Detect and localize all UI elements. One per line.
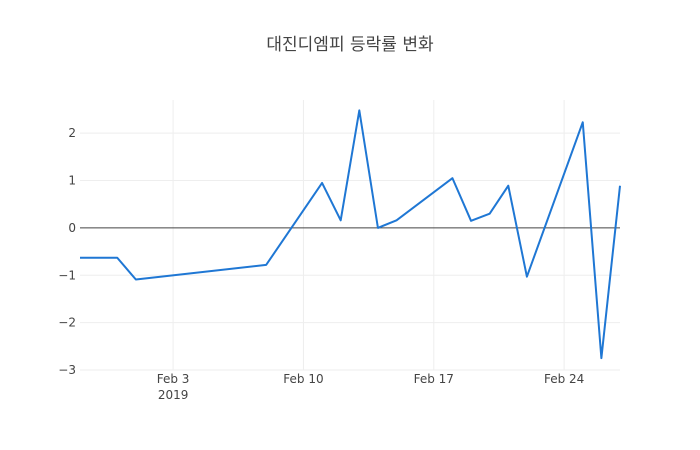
x-tick-label: Feb 24 — [544, 372, 584, 386]
chart-title: 대진디엠피 등락률 변화 — [266, 35, 434, 55]
series-layer — [79, 109, 621, 360]
x-tick-label: Feb 17 — [414, 372, 454, 386]
y-tick-label: 1 — [68, 174, 76, 188]
y-tick-label: −1 — [58, 268, 76, 282]
x-tick-label: Feb 3 — [157, 372, 190, 386]
y-tick-label: 2 — [68, 126, 76, 140]
x-tick-sublabel: 2019 — [158, 388, 189, 402]
y-tick-label: −2 — [58, 316, 76, 330]
x-axis-ticks: Feb 3 2019 Feb 10 Feb 17 Feb 24 — [157, 372, 585, 402]
grid-lines — [80, 100, 620, 371]
y-axis-ticks: 2 1 0 −1 −2 −3 — [58, 126, 76, 377]
x-tick-label: Feb 10 — [283, 372, 323, 386]
y-tick-label: 0 — [68, 221, 76, 235]
y-tick-label: −3 — [58, 363, 76, 377]
series-line — [80, 109, 621, 360]
